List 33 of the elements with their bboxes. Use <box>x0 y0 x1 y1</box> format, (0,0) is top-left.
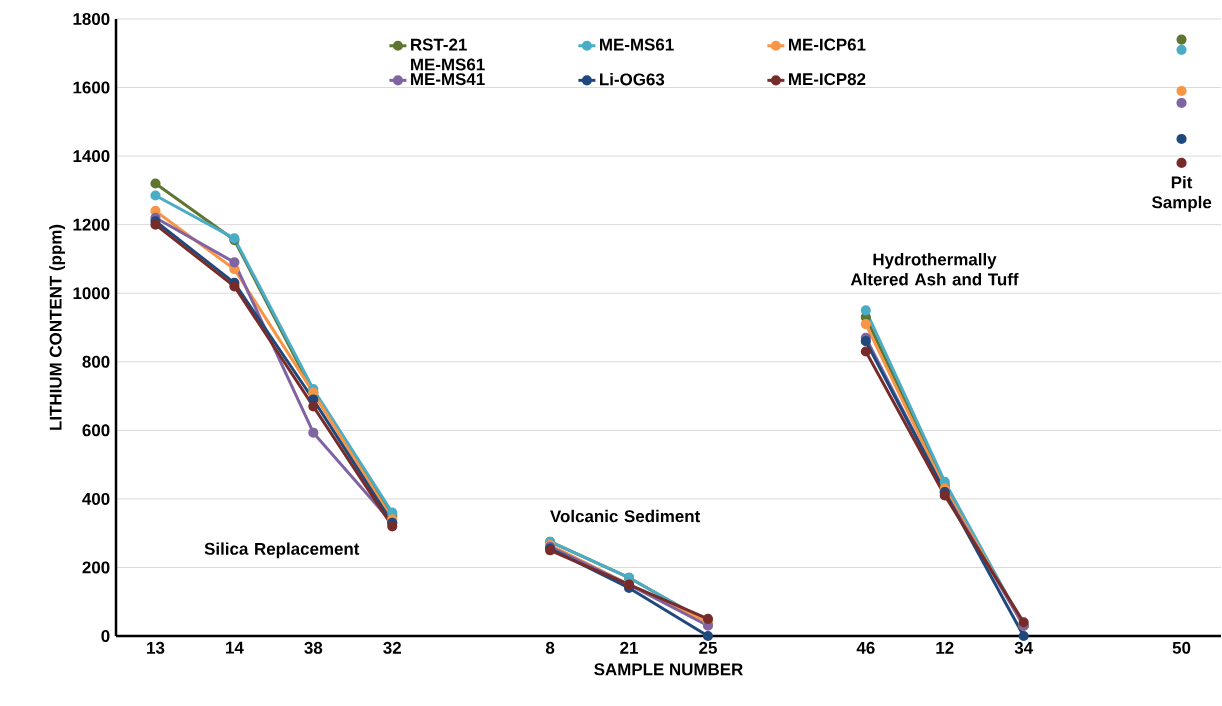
y-tick-label: 1800 <box>73 12 110 25</box>
y-tick-label: 0 <box>101 629 110 642</box>
y-tick-label: 1600 <box>73 81 110 94</box>
legend-label: RST-21 ME-MS61 <box>411 38 485 71</box>
legend-label: Li-OG63 <box>600 72 665 86</box>
x-tick-label: 50 <box>1172 641 1191 654</box>
x-tick-label: 14 <box>226 641 244 654</box>
annotation: Volcanic Sediment <box>550 509 701 523</box>
legend-label: ME-MS61 <box>600 38 674 51</box>
legend-label: ME-ICP61 <box>789 38 866 51</box>
y-tick-label: 200 <box>82 561 110 574</box>
x-tick-label: 32 <box>383 641 401 654</box>
y-tick-label: 1400 <box>73 150 110 163</box>
y-tick-label: 800 <box>82 355 110 368</box>
y-tick-label: 600 <box>82 424 110 437</box>
annotation: Pit Sample <box>1152 175 1212 212</box>
x-axis-title: SAMPLE NUMBER <box>594 663 743 676</box>
y-tick-label: 1200 <box>73 218 110 231</box>
y-tick-label: 400 <box>82 492 110 505</box>
legend-label: ME-MS41 <box>411 73 485 86</box>
x-tick-label: 46 <box>856 641 875 654</box>
x-tick-label: 21 <box>620 641 638 654</box>
x-tick-label: 25 <box>699 641 717 654</box>
x-tick-label: 12 <box>936 641 954 654</box>
y-axis-title: LITHIUM CONTENT (ppm) <box>49 224 65 430</box>
y-tick-label: 1000 <box>73 287 110 300</box>
x-tick-label: 8 <box>545 641 555 654</box>
annotation: Silica Replacement <box>204 542 360 559</box>
annotation: Hydrothermally Altered Ash and Tuff <box>850 253 1019 286</box>
x-tick-label: 34 <box>1014 641 1034 654</box>
legend-label: ME-ICP82 <box>789 73 866 86</box>
x-tick-label: 38 <box>304 641 323 654</box>
x-tick-label: 13 <box>147 641 165 654</box>
